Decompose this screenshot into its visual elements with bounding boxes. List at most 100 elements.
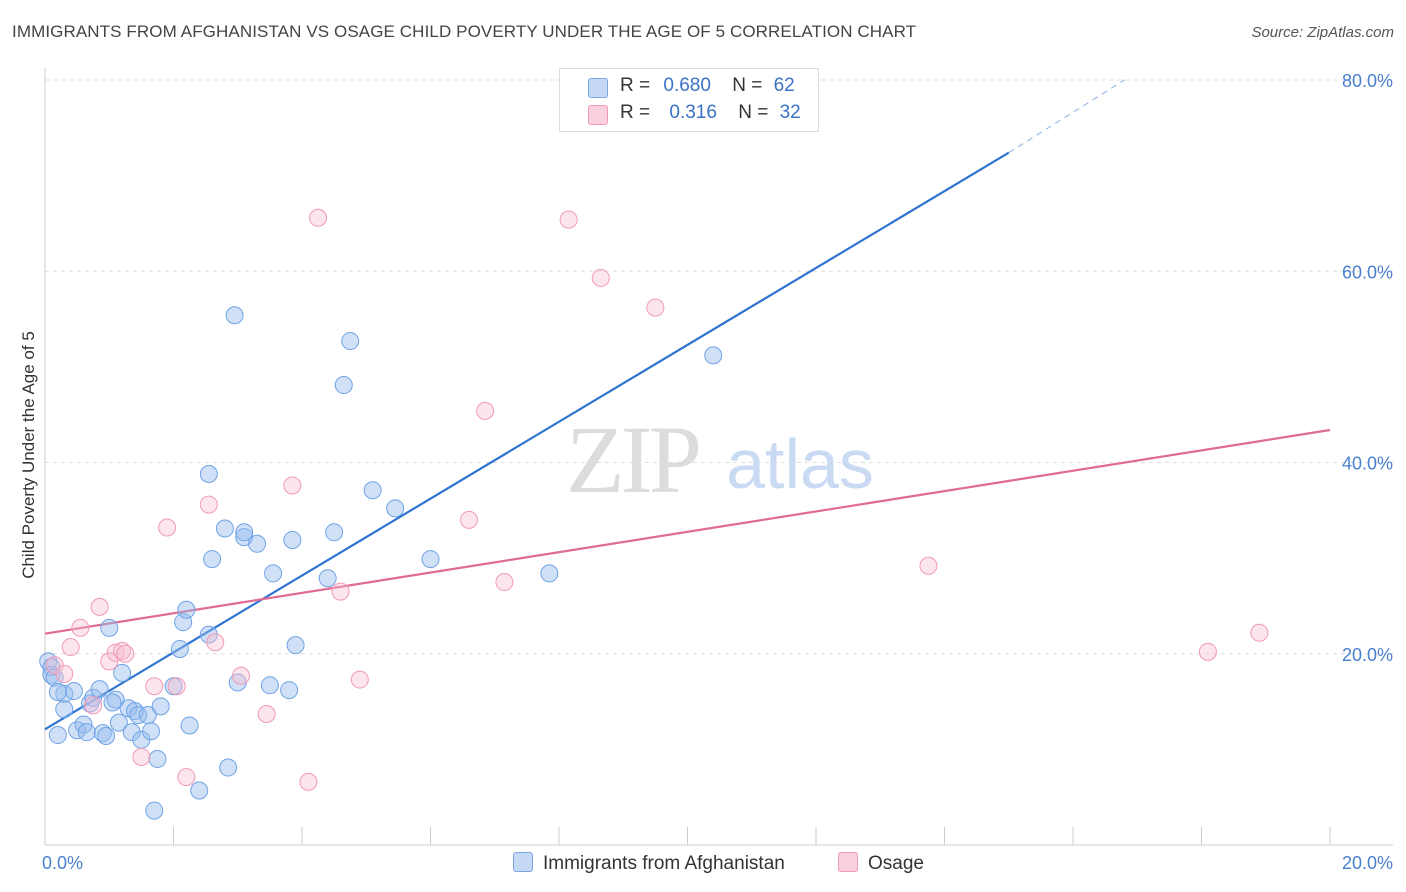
legend-r-value: 0.316 xyxy=(669,102,717,123)
point-afghanistan xyxy=(103,693,122,712)
point-osage xyxy=(591,268,610,287)
bottom-legend-afghanistan: Immigrants from Afghanistan xyxy=(513,852,785,875)
point-afghanistan xyxy=(151,697,170,716)
point-osage xyxy=(199,495,218,514)
point-osage xyxy=(177,768,196,787)
tick-labels: 20.0% 40.0% 60.0% 80.0% 0.0% 20.0% xyxy=(42,71,1393,873)
point-afghanistan xyxy=(90,680,109,699)
point-afghanistan xyxy=(42,665,61,684)
point-afghanistan xyxy=(109,713,128,732)
point-afghanistan xyxy=(203,550,222,569)
point-afghanistan xyxy=(142,722,161,741)
point-afghanistan xyxy=(97,726,116,745)
point-afghanistan xyxy=(55,700,74,719)
point-afghanistan xyxy=(180,716,199,735)
legend-n-label: N = xyxy=(738,102,769,123)
point-osage xyxy=(476,401,495,420)
point-afghanistan xyxy=(77,723,96,742)
point-afghanistan xyxy=(264,564,283,583)
point-afghanistan xyxy=(704,346,723,365)
point-afghanistan xyxy=(45,668,64,687)
point-afghanistan xyxy=(286,636,305,655)
point-osage xyxy=(495,573,514,592)
point-afghanistan xyxy=(386,499,405,518)
legend-n-value: 62 xyxy=(773,75,795,96)
legend-swatch-osage xyxy=(588,105,608,125)
y-tick-label: 40.0% xyxy=(1342,454,1393,474)
watermark: ZIP atlas xyxy=(566,406,874,513)
point-osage xyxy=(113,641,132,660)
point-afghanistan xyxy=(325,523,344,542)
point-osage xyxy=(283,476,302,495)
point-afghanistan xyxy=(363,481,382,500)
point-osage xyxy=(350,670,369,689)
point-afghanistan xyxy=(235,523,254,542)
point-afghanistan xyxy=(145,801,164,820)
point-osage xyxy=(919,556,938,575)
trend-line-afghanistan-extension xyxy=(1008,79,1125,154)
point-afghanistan xyxy=(148,749,167,768)
y-tick-label: 60.0% xyxy=(1342,262,1393,282)
x-tick-label: 20.0% xyxy=(1342,853,1393,873)
point-afghanistan xyxy=(190,781,209,800)
point-osage xyxy=(206,633,225,652)
point-osage xyxy=(460,510,479,529)
bottom-legend-osage: Osage xyxy=(838,852,924,875)
point-afghanistan xyxy=(100,618,119,637)
point-afghanistan xyxy=(80,694,99,713)
point-afghanistan xyxy=(199,625,218,644)
chart-title: IMMIGRANTS FROM AFGHANISTAN VS OSAGE CHI… xyxy=(12,22,917,41)
point-osage xyxy=(61,638,80,657)
point-osage xyxy=(84,696,103,715)
point-osage xyxy=(231,666,250,685)
legend-r-value: 0.680 xyxy=(663,75,711,96)
point-afghanistan xyxy=(248,534,267,553)
point-osage xyxy=(1250,623,1269,642)
point-afghanistan xyxy=(113,663,132,682)
point-afghanistan xyxy=(48,683,67,701)
legend-r-label: R = xyxy=(620,102,651,123)
correlation-legend: R = 0.680 N = 62 R = 0.316 N = 32 xyxy=(559,68,819,132)
point-osage xyxy=(106,643,125,662)
axes xyxy=(44,68,1393,846)
point-afghanistan xyxy=(540,564,559,583)
point-afghanistan xyxy=(225,306,244,325)
point-afghanistan xyxy=(283,530,302,549)
bottom-legend-swatch-osage xyxy=(838,852,858,872)
y-axis-label: Child Poverty Under the Age of 5 xyxy=(19,331,38,579)
source-label: Source: ZipAtlas.com xyxy=(1251,24,1394,41)
point-osage xyxy=(309,208,328,227)
point-osage xyxy=(257,704,276,723)
point-osage xyxy=(55,664,74,683)
point-osage xyxy=(132,748,151,767)
watermark-zip: ZIP xyxy=(566,406,699,513)
y-tick-label: 20.0% xyxy=(1342,645,1393,665)
point-osage xyxy=(158,518,177,537)
point-osage xyxy=(331,582,350,601)
point-afghanistan xyxy=(215,519,234,538)
point-afghanistan xyxy=(106,690,125,709)
y-tick-label: 80.0% xyxy=(1342,71,1393,91)
legend-n-label: N = xyxy=(732,75,763,96)
point-osage xyxy=(1198,642,1217,661)
point-osage xyxy=(145,677,164,696)
point-afghanistan xyxy=(129,705,148,724)
point-afghanistan xyxy=(260,676,279,695)
point-osage xyxy=(90,597,109,616)
trend-lines xyxy=(44,79,1331,731)
watermark-atlas: atlas xyxy=(726,425,874,503)
bottom-legend-label-afghanistan: Immigrants from Afghanistan xyxy=(543,853,785,874)
trend-line-afghanistan xyxy=(44,151,1010,731)
point-afghanistan xyxy=(341,332,360,351)
point-osage xyxy=(167,677,186,696)
legend-swatch-afghanistan xyxy=(588,78,608,98)
point-afghanistan xyxy=(170,639,189,658)
point-osage xyxy=(71,618,90,637)
point-afghanistan xyxy=(280,681,299,700)
data-points xyxy=(39,208,1269,820)
point-osage xyxy=(646,298,665,317)
grid-lines xyxy=(45,79,1393,655)
point-afghanistan xyxy=(421,550,440,569)
point-afghanistan xyxy=(177,600,196,619)
point-afghanistan xyxy=(64,682,83,701)
